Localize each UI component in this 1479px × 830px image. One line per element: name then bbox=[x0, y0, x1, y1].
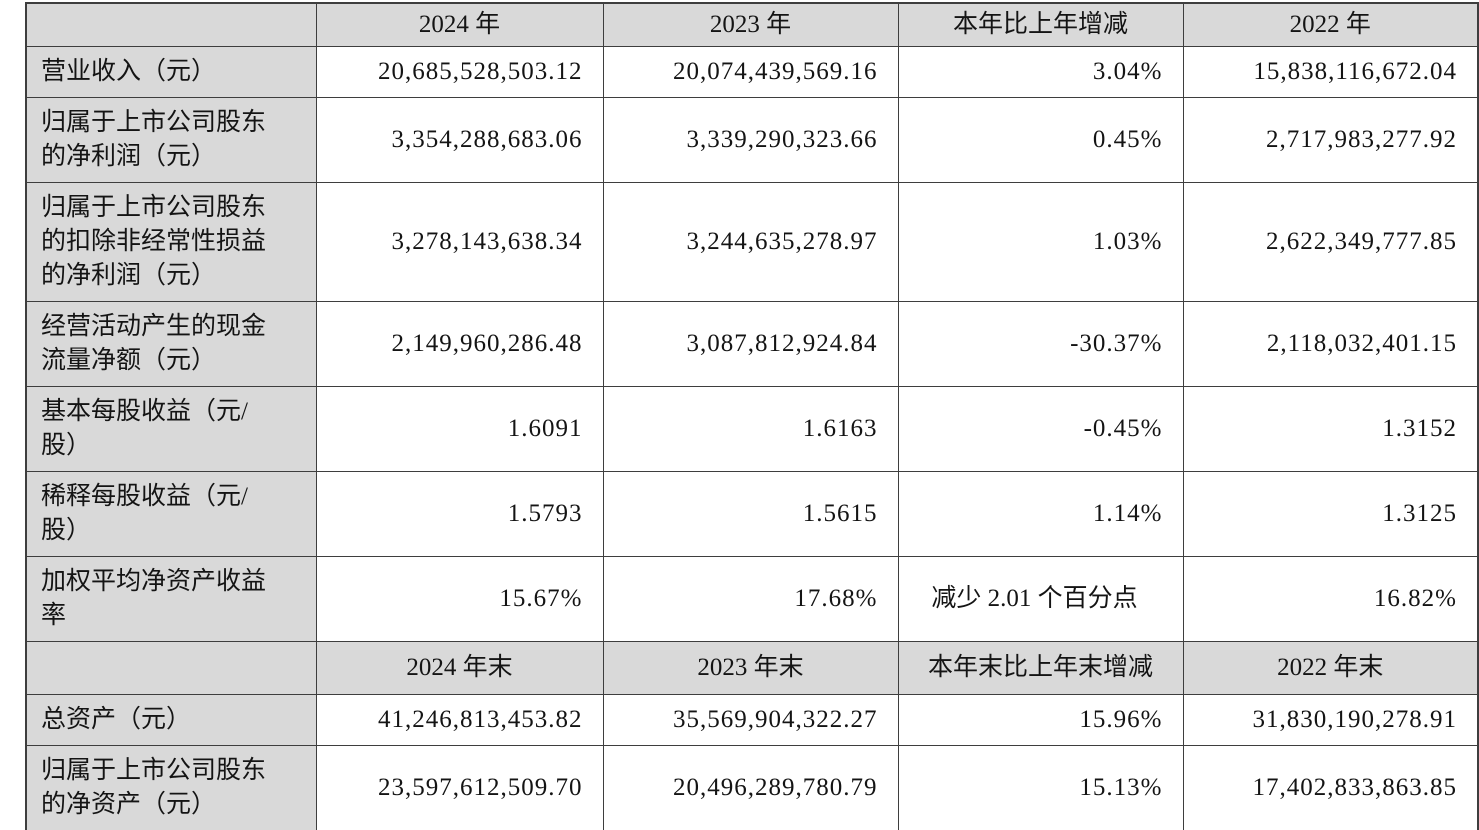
value-cell: 1.3152 bbox=[1182, 386, 1479, 472]
value-cell: 16.82% bbox=[1182, 556, 1479, 642]
row-label: 稀释每股收益（元/ 股） bbox=[25, 471, 317, 557]
value-cell: -30.37% bbox=[897, 301, 1184, 387]
table-row: 营业收入（元） 20,685,528,503.12 20,074,439,569.1… bbox=[25, 46, 1479, 98]
value-cell: 35,569,904,322.27 bbox=[602, 694, 899, 746]
column-header: 2022 年末 bbox=[1182, 641, 1479, 695]
value-cell: 17.68% bbox=[602, 556, 899, 642]
column-header: 2022 年 bbox=[1182, 2, 1479, 47]
table-row: 加权平均净资产收益 率 15.67% 17.68% 减少 2.01 个百分点 16.82… bbox=[25, 556, 1479, 642]
column-header: 2023 年 bbox=[602, 2, 899, 47]
value-cell: 3,339,290,323.66 bbox=[602, 97, 899, 183]
value-cell: 3,354,288,683.06 bbox=[315, 97, 604, 183]
financial-summary-table: 2024 年 2023 年本年比上年增减 2022 年营业收入（元） 20,685,5… bbox=[25, 2, 1479, 830]
row-label: 营业收入（元） bbox=[25, 46, 317, 98]
value-cell: 1.6091 bbox=[315, 386, 604, 472]
column-header: 2023 年末 bbox=[602, 641, 899, 695]
column-header: 2024 年 bbox=[315, 2, 604, 47]
value-cell: 减少 2.01 个百分点 bbox=[897, 556, 1184, 642]
value-cell: 1.3125 bbox=[1182, 471, 1479, 557]
value-cell: 15,838,116,672.04 bbox=[1182, 46, 1479, 98]
table-row: 归属于上市公司股东 的净利润（元） 3,354,288,683.06 3,339,2… bbox=[25, 97, 1479, 183]
value-cell: 31,830,190,278.91 bbox=[1182, 694, 1479, 746]
value-cell: 20,685,528,503.12 bbox=[315, 46, 604, 98]
value-cell: 2,149,960,286.48 bbox=[315, 301, 604, 387]
corner-cell bbox=[25, 2, 317, 47]
row-label: 归属于上市公司股东 的扣除非经常性损益 的净利润（元） bbox=[25, 182, 317, 302]
row-label: 总资产（元） bbox=[25, 694, 317, 746]
table-row: 总资产（元） 41,246,813,453.82 35,569,904,322.27… bbox=[25, 694, 1479, 746]
column-header: 本年末比上年末增减 bbox=[897, 641, 1184, 695]
value-cell: 1.03% bbox=[897, 182, 1184, 302]
value-cell: 2,717,983,277.92 bbox=[1182, 97, 1479, 183]
table-row: 稀释每股收益（元/ 股） 1.5793 1.5615 1.14% 1.3125 bbox=[25, 471, 1479, 557]
table-body: 2024 年 2023 年本年比上年增减 2022 年营业收入（元） 20,685,5… bbox=[25, 2, 1479, 830]
value-cell: 15.67% bbox=[315, 556, 604, 642]
value-cell: 3,087,812,924.84 bbox=[602, 301, 899, 387]
value-cell: 3,244,635,278.97 bbox=[602, 182, 899, 302]
header-row: 2024 年末 2023 年末 本年末比上年末增减 2022 年末 bbox=[25, 641, 1479, 695]
value-cell: 3,278,143,638.34 bbox=[315, 182, 604, 302]
column-header: 2024 年末 bbox=[315, 641, 604, 695]
value-cell: 3.04% bbox=[897, 46, 1184, 98]
value-cell: 17,402,833,863.85 bbox=[1182, 745, 1479, 830]
header-row: 2024 年 2023 年本年比上年增减 2022 年 bbox=[25, 2, 1479, 47]
value-cell: 1.5793 bbox=[315, 471, 604, 557]
value-cell: -0.45% bbox=[897, 386, 1184, 472]
row-label: 经营活动产生的现金 流量净额（元） bbox=[25, 301, 317, 387]
row-label: 基本每股收益（元/ 股） bbox=[25, 386, 317, 472]
table-row: 基本每股收益（元/ 股） 1.6091 1.6163 -0.45% 1.3152 bbox=[25, 386, 1479, 472]
value-cell: 23,597,612,509.70 bbox=[315, 745, 604, 830]
row-label: 归属于上市公司股东 的净资产（元） bbox=[25, 745, 317, 830]
value-cell: 41,246,813,453.82 bbox=[315, 694, 604, 746]
row-label: 加权平均净资产收益 率 bbox=[25, 556, 317, 642]
column-header: 本年比上年增减 bbox=[897, 2, 1184, 47]
row-label: 归属于上市公司股东 的净利润（元） bbox=[25, 97, 317, 183]
table-row: 归属于上市公司股东 的净资产（元） 23,597,612,509.70 20,496… bbox=[25, 745, 1479, 830]
corner-cell bbox=[25, 641, 317, 695]
value-cell: 20,496,289,780.79 bbox=[602, 745, 899, 830]
table-row: 经营活动产生的现金 流量净额（元） 2,149,960,286.48 3,087,8… bbox=[25, 301, 1479, 387]
value-cell: 1.5615 bbox=[602, 471, 899, 557]
value-cell: 15.13% bbox=[897, 745, 1184, 830]
value-cell: 1.14% bbox=[897, 471, 1184, 557]
table-row: 归属于上市公司股东 的扣除非经常性损益 的净利润（元） 3,278,143,638… bbox=[25, 182, 1479, 302]
value-cell: 2,622,349,777.85 bbox=[1182, 182, 1479, 302]
value-cell: 1.6163 bbox=[602, 386, 899, 472]
value-cell: 2,118,032,401.15 bbox=[1182, 301, 1479, 387]
value-cell: 20,074,439,569.16 bbox=[602, 46, 899, 98]
value-cell: 0.45% bbox=[897, 97, 1184, 183]
value-cell: 15.96% bbox=[897, 694, 1184, 746]
